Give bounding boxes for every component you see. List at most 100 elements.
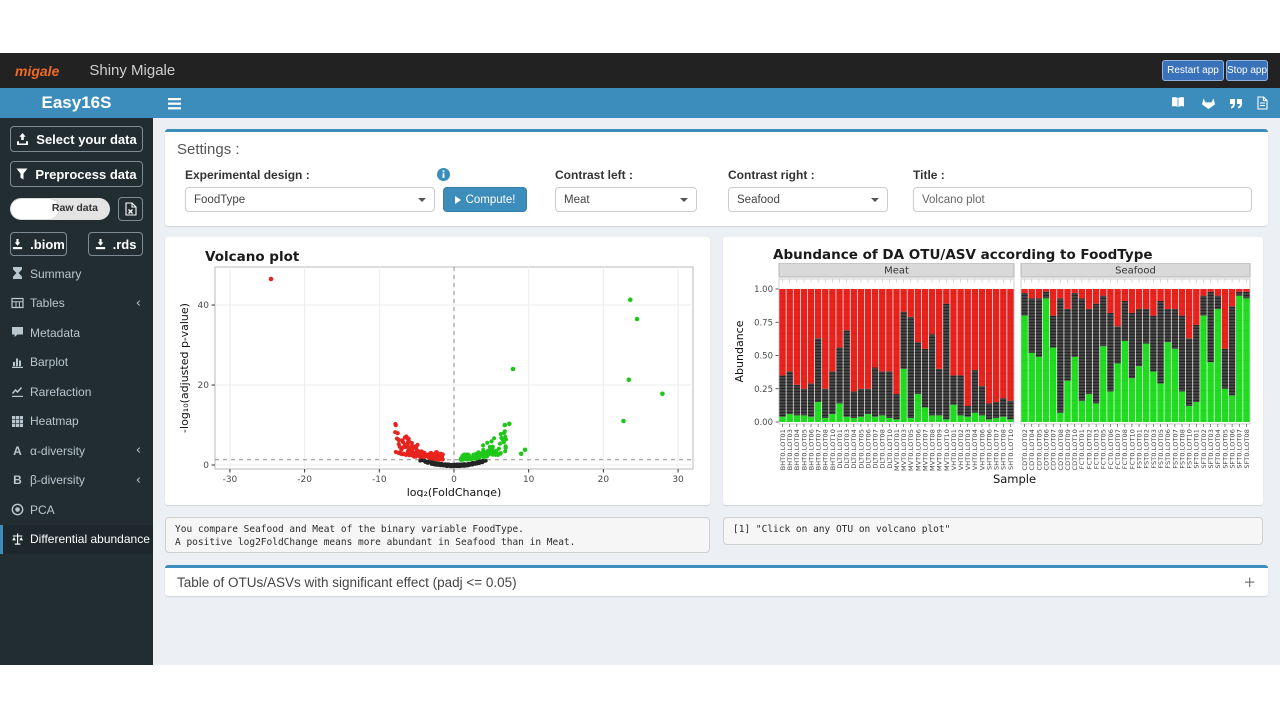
svg-text:-10: -10 [372, 475, 387, 485]
gitlab-icon[interactable] [1201, 96, 1216, 115]
letter-a-icon: A [13, 443, 22, 458]
svg-text:Seafood: Seafood [1115, 266, 1156, 277]
sidebar-toggle-icon[interactable] [168, 97, 181, 115]
svg-text:MVT0.LOT01: MVT0.LOT01 [893, 429, 901, 471]
app-title: Shiny Migale [89, 62, 176, 79]
file-excel-icon [124, 202, 137, 216]
top-bar: migale Shiny Migale Restart app Stop app [0, 53, 1280, 88]
svg-text:BHT0.LOT01: BHT0.LOT01 [779, 429, 787, 470]
dot-circle-icon [11, 503, 24, 516]
sidebar-item-rarefaction[interactable]: Rarefaction [0, 377, 153, 407]
svg-text:DLT0.LOT08: DLT0.LOT08 [879, 429, 887, 469]
svg-text:FST0.LOT03: FST0.LOT03 [1150, 429, 1158, 469]
svg-text:SFT0.LOT02: SFT0.LOT02 [1200, 429, 1208, 469]
svg-text:DLT0.LOT04: DLT0.LOT04 [850, 429, 858, 469]
balance-icon [12, 533, 23, 545]
download-table-button[interactable] [118, 197, 143, 221]
svg-text:0: 0 [451, 475, 457, 485]
hourglass-icon [13, 267, 22, 280]
sidebar-item-barplot[interactable]: Barplot [0, 348, 153, 378]
settings-title: Settings : [177, 141, 240, 158]
angle-left-icon: ‹ [135, 295, 141, 311]
svg-text:SHT0.LOT10: SHT0.LOT10 [1007, 429, 1015, 470]
svg-text:BHT0.LOT10: BHT0.LOT10 [829, 429, 837, 470]
play-icon [454, 195, 461, 204]
svg-text:MVT0.LOT06: MVT0.LOT06 [914, 429, 922, 471]
toggle-knob [11, 199, 59, 219]
svg-text:SHT0.LOT07: SHT0.LOT07 [993, 429, 1001, 470]
settings-panel: Settings : Experimental design : FoodTyp… [165, 129, 1268, 226]
svg-text:MVT0.LOT10: MVT0.LOT10 [943, 429, 951, 471]
svg-text:-30: -30 [223, 475, 238, 485]
svg-text:DLT0.LOT06: DLT0.LOT06 [864, 429, 872, 469]
svg-text:SFT0.LOT06: SFT0.LOT06 [1229, 429, 1237, 469]
experimental-design-select[interactable]: FoodType [185, 187, 435, 212]
preprocess-data-button[interactable]: Preprocess data [10, 161, 143, 187]
svg-text:40: 40 [198, 301, 210, 311]
svg-text:BHT0.LOT08: BHT0.LOT08 [822, 429, 830, 470]
sidebar: Select your data Preprocess data Raw dat… [0, 118, 153, 665]
svg-text:20: 20 [198, 381, 210, 391]
compute-button[interactable]: Compute! [443, 187, 527, 212]
download-biom-button[interactable]: .biom [10, 232, 67, 256]
svg-text:FST0.LOT07: FST0.LOT07 [1171, 429, 1179, 469]
svg-text:FCT0.LOT06: FCT0.LOT06 [1107, 429, 1115, 469]
svg-text:FCT0.LOT10: FCT0.LOT10 [1128, 429, 1136, 469]
otu-table-title: Table of OTUs/ASVs with significant effe… [177, 574, 517, 590]
svg-text:BHT0.LOT06: BHT0.LOT06 [807, 429, 815, 470]
navbar [153, 88, 1280, 118]
sidebar-item-summary[interactable]: Summary [0, 259, 153, 289]
svg-text:FST0.LOT02: FST0.LOT02 [1143, 429, 1151, 469]
svg-text:30: 30 [672, 475, 684, 485]
contrast-left-label: Contrast left : [555, 168, 633, 182]
book-open-icon[interactable] [1170, 96, 1186, 114]
contrast-left-select[interactable]: Meat [555, 187, 697, 212]
expand-icon[interactable]: + [1243, 573, 1256, 591]
svg-text:FCT0.LOT02: FCT0.LOT02 [1085, 429, 1093, 469]
svg-text:SFT0.LOT07: SFT0.LOT07 [1236, 429, 1244, 469]
volcano-plot[interactable]: -30 -20 -10 0 10 20 30 0 20 40 log₂(FoldChange) -lo… [177, 265, 698, 499]
download-rds-button[interactable]: .rds [88, 232, 143, 256]
svg-text:log₂(FoldChange): log₂(FoldChange) [407, 486, 502, 497]
svg-text:FCT0.LOT03: FCT0.LOT03 [1093, 429, 1101, 469]
brand-title: Easy16S [0, 88, 153, 118]
svg-text:FCT0.LOT07: FCT0.LOT07 [1114, 429, 1122, 469]
upload-icon [17, 132, 29, 145]
click-note-text: [1] "Click on any OTU on volcano plot" [723, 517, 1263, 545]
svg-text:DLT0.LOT01: DLT0.LOT01 [836, 429, 844, 469]
angle-left-icon: ‹ [135, 472, 141, 488]
sidebar-item-tables[interactable]: Tables ‹ [0, 289, 153, 319]
svg-text:Sample: Sample [993, 472, 1036, 486]
svg-text:FCT0.LOT05: FCT0.LOT05 [1100, 429, 1108, 469]
raw-data-toggle[interactable]: Raw data [10, 198, 110, 220]
svg-text:BHT0.LOT05: BHT0.LOT05 [800, 429, 808, 470]
restart-app-button[interactable]: Restart app [1162, 60, 1224, 81]
sidebar-item-heatmap[interactable]: Heatmap [0, 407, 153, 437]
svg-text:CDT0.LOT06: CDT0.LOT06 [1042, 429, 1050, 470]
abundance-plot[interactable]: 0.00 0.25 0.50 0.75 1.00 Abundance Meat BHT0.LO… [733, 262, 1253, 497]
angle-left-icon: ‹ [135, 443, 141, 459]
file-alt-icon[interactable] [1257, 96, 1268, 115]
info-icon[interactable] [437, 168, 450, 181]
title-label: Title : [913, 168, 945, 182]
svg-text:FST0.LOT05: FST0.LOT05 [1157, 429, 1165, 469]
stop-app-button[interactable]: Stop app [1226, 60, 1268, 81]
svg-text:FST0.LOT06: FST0.LOT06 [1164, 429, 1172, 469]
title-input[interactable]: Volcano plot [913, 187, 1252, 212]
quote-right-icon[interactable] [1229, 96, 1243, 114]
svg-text:MVT0.LOT05: MVT0.LOT05 [907, 429, 915, 471]
caret-down-icon [418, 198, 426, 202]
svg-text:Abundance: Abundance [733, 320, 746, 382]
svg-text:FCT0.LOT08: FCT0.LOT08 [1121, 429, 1129, 469]
svg-text:SHT0.LOT06: SHT0.LOT06 [985, 429, 993, 470]
sidebar-item-pca[interactable]: PCA [0, 495, 153, 525]
svg-text:DLT0.LOT10: DLT0.LOT10 [886, 429, 894, 469]
sidebar-item-differential-abundance[interactable]: Differential abundance [0, 524, 153, 554]
svg-text:0: 0 [203, 461, 209, 471]
sidebar-item-metadata[interactable]: Metadata [0, 318, 153, 348]
select-data-button[interactable]: Select your data [10, 126, 143, 152]
svg-text:MVT0.LOT08: MVT0.LOT08 [929, 429, 937, 471]
contrast-right-select[interactable]: Seafood [728, 187, 888, 212]
